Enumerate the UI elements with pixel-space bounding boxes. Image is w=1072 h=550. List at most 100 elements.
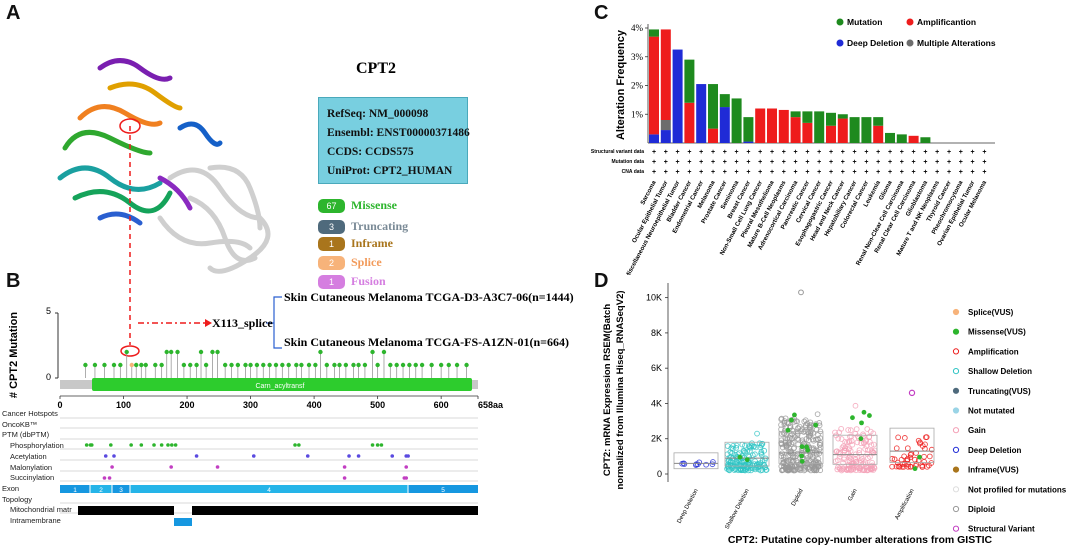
c-row-plus: + [971,149,975,156]
d-point [871,441,877,448]
mutation-lollipop [306,362,312,368]
d-point [889,463,895,470]
splice-count: 2 [318,256,345,270]
d-point [794,435,801,442]
c-row-plus: + [876,159,880,166]
ptm-site [109,443,113,447]
gene-title: CPT2 [356,60,396,77]
d-xlabel: CPT2: Putatine copy-number alterations f… [728,534,993,546]
d-box [889,427,935,463]
d-point [801,418,808,425]
c-row-plus: + [782,149,786,156]
d-legend-label: Not mutated [968,407,1015,416]
fusion-label: Fusion [351,274,386,288]
d-point [757,444,764,451]
d-point [754,430,760,437]
c-legend-label: Deep Deletion [847,38,904,48]
c-row-plus: + [888,159,892,166]
d-point [865,447,871,454]
d-point [866,434,873,440]
c-row-plus: + [959,149,963,156]
d-point [905,461,911,468]
inframe-label: Inframe [351,236,393,250]
c-row-plus: + [782,169,786,176]
d-point [901,435,908,441]
d-point [853,426,860,432]
mutation-lollipop [381,349,387,355]
d-missense-point [799,444,805,450]
c-row-plus: + [723,159,727,166]
d-point [899,464,906,470]
c-row-plus: + [817,159,821,166]
exon-4-label: 4 [267,487,271,494]
d-point [848,427,854,434]
d-point [781,430,788,436]
c-row-plus: + [888,149,892,156]
d-point [748,442,755,449]
mutation-lollipop [429,362,434,368]
track-labels: Cancer Hotspots OncoKB™ PTM (dbPTM) Phos… [2,409,72,527]
ptm-site [129,443,133,447]
d-legend-marker [952,486,960,493]
d-missense-point [861,409,867,415]
mutation-lollipop [419,362,425,368]
d-legend-label: Structural Variant [968,525,1035,534]
ensembl-line: Ensembl: ENST00000371486 [327,127,470,139]
c-row-plus: + [652,159,656,166]
ptm-site [84,443,89,447]
c-row-plus: + [782,159,786,166]
d-box [778,431,824,464]
b-xtick-label: 658aa [478,400,504,410]
c-row-plus: + [770,159,774,166]
truncating-count: 3 [318,220,345,234]
c-bar-segment [649,29,659,37]
d-point [740,447,747,454]
c-row-plus: + [923,169,927,176]
mutation-lollipop [168,349,174,355]
d-point [755,464,762,471]
mutation-lollipop [388,362,393,368]
d-point [928,460,935,466]
d-missense-point [917,454,922,460]
d-point [841,456,847,463]
c-legend-marker [906,18,914,26]
c-row-plus: + [699,159,703,166]
d-legend-marker [952,525,960,532]
d-point [740,467,746,473]
d-point [893,445,900,452]
ptm-site [166,443,170,447]
c-row-plus: + [864,159,868,166]
d-point [752,451,758,458]
mutation-lollipop [438,362,444,368]
d-point [840,460,846,466]
mutation-lollipop [118,362,123,368]
c-bar-segment [743,117,754,142]
c-row-plus: + [853,159,857,166]
mutation-lollipop [188,362,193,368]
d-point [747,448,753,454]
d-point [904,456,911,463]
c-row-plus: + [982,159,986,166]
c-legend-label: Multiple Alterations [917,38,996,48]
c-row-plus: + [735,159,739,166]
d-point [864,467,871,474]
d-point [810,437,817,444]
d-point [742,467,748,474]
c-row-plus: + [817,149,821,156]
d-point [834,457,841,464]
d-missense-point [799,458,805,464]
c-bar-segment [885,132,895,143]
domain-bar [92,378,472,391]
c-row-plus: + [699,169,703,176]
d-ytick-label: 2K [651,434,662,444]
d-point [856,467,863,473]
truncating-label: Truncating [351,219,409,233]
c-ytick-label: 3% [631,52,644,62]
c-bar-segment [660,130,671,143]
ccds-line: CCDS: CCDS575 [327,146,414,158]
c-row-label: Mutation data [612,159,645,165]
d-legend-marker [952,446,960,453]
ptm-site [194,454,199,458]
c-bar-segment [826,112,836,126]
c-row-plus: + [687,149,691,156]
